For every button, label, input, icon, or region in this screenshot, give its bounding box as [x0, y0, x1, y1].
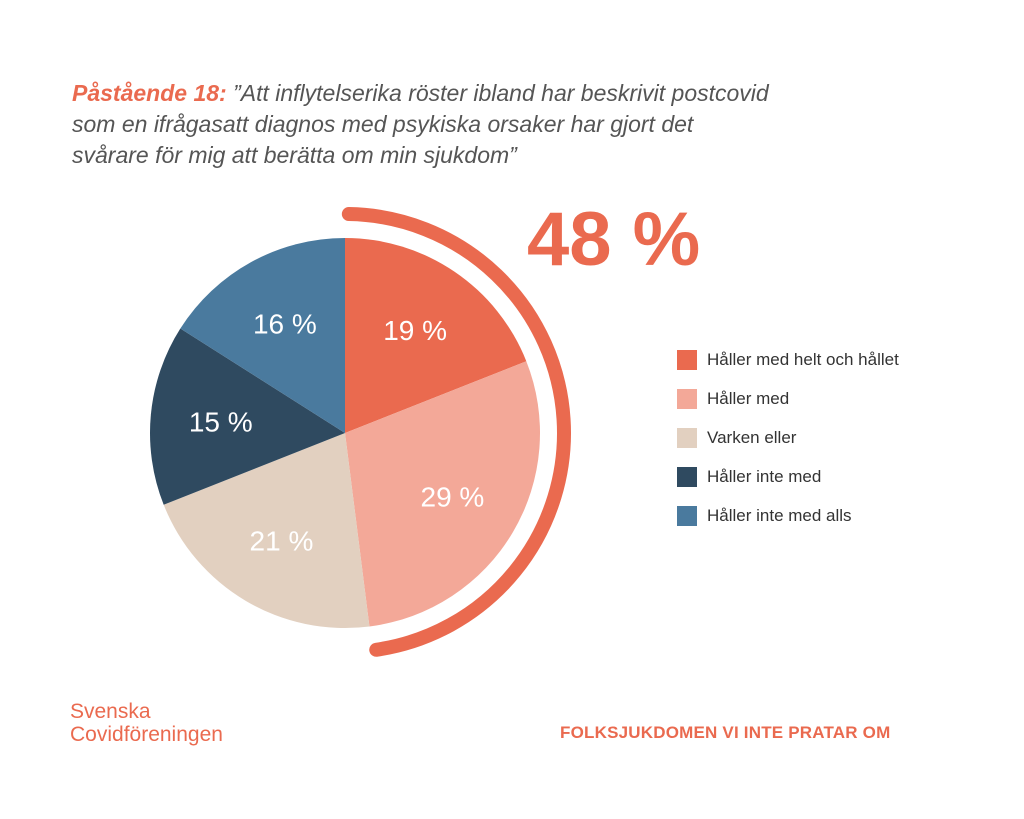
legend-swatch [677, 428, 697, 448]
pie-slice [345, 361, 540, 627]
pie-slice [150, 328, 345, 505]
legend-swatch [677, 506, 697, 526]
statement-number: Påstående 18: [72, 80, 227, 106]
legend-item: Håller inte med [677, 464, 899, 490]
pie-slice [163, 433, 370, 628]
highlight-arc [341, 207, 571, 657]
legend-label: Håller med [707, 389, 790, 408]
slice-value-label: 29 % [421, 482, 485, 513]
legend-label: Varken eller [707, 428, 797, 447]
legend-item: Håller inte med alls [677, 503, 899, 529]
slice-value-label: 15 % [189, 406, 253, 437]
legend-swatch [677, 467, 697, 487]
legend-item: Håller med helt och hållet [677, 347, 899, 373]
slice-value-label: 19 % [383, 315, 447, 346]
legend-swatch [677, 389, 697, 409]
slice-value-label: 16 % [253, 309, 317, 340]
legend-label: Håller inte med alls [707, 506, 852, 525]
chart-title: Påstående 18: ”Att inflytelserika röster… [72, 78, 772, 171]
brand-logo-text: Svenska Covidföreningen [70, 700, 223, 746]
legend-label: Håller med helt och hållet [707, 350, 899, 369]
pie-slice [345, 238, 527, 433]
statement-text: ”Att inflytelserika röster ibland har be… [72, 80, 769, 168]
slice-value-label: 21 % [250, 525, 314, 556]
legend-swatch [677, 350, 697, 370]
legend-item: Varken eller [677, 425, 899, 451]
brand-line-2: Covidföreningen [70, 723, 223, 746]
legend-item: Håller med [677, 386, 899, 412]
highlight-value: 48 % [527, 197, 700, 282]
legend: Håller med helt och hållet Håller med Va… [677, 347, 899, 542]
tagline: FOLKSJUKDOMEN VI INTE PRATAR OM [560, 723, 891, 742]
legend-label: Håller inte med [707, 467, 822, 486]
brand-line-1: Svenska [70, 700, 151, 723]
pie-slice [180, 238, 345, 433]
